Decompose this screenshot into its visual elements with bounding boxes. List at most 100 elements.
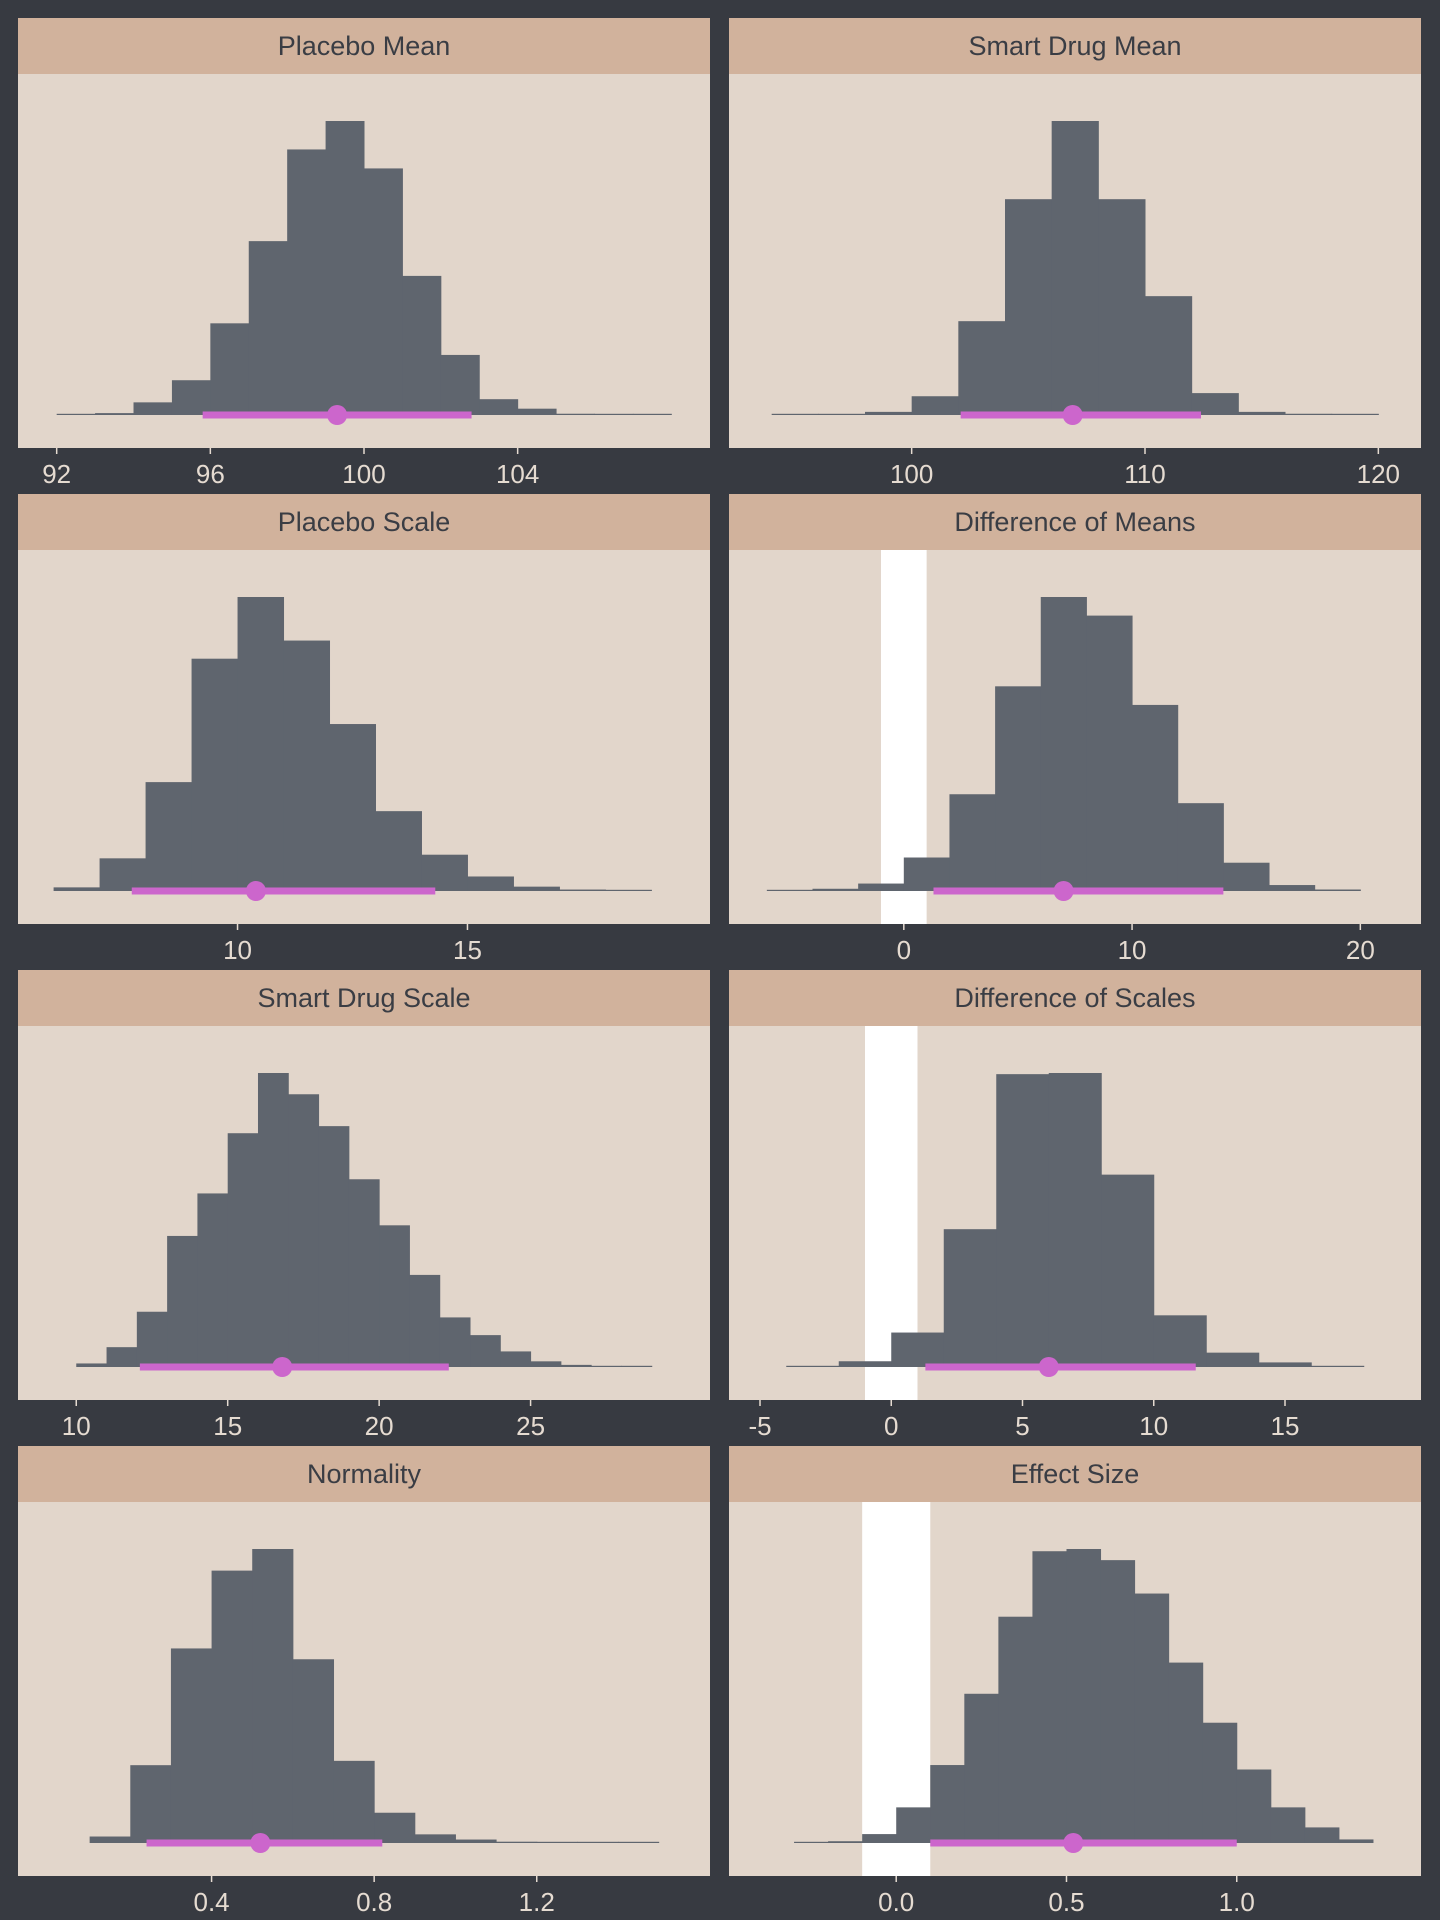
histogram-bar bbox=[414, 1834, 456, 1843]
histogram-bar bbox=[865, 411, 913, 415]
facet-panel: Normality 0.4 0.8 1.2 bbox=[18, 1446, 710, 1917]
histogram-bar bbox=[257, 1073, 289, 1367]
histogram-bar bbox=[858, 883, 905, 891]
x-tick-label: 120 bbox=[1357, 459, 1400, 489]
histogram-bar bbox=[812, 888, 859, 891]
histogram-bar bbox=[210, 323, 250, 415]
point-estimate bbox=[1063, 1833, 1084, 1853]
histogram-bar bbox=[421, 854, 468, 891]
histogram-bar bbox=[1153, 1315, 1207, 1367]
x-tick-label: 100 bbox=[890, 459, 933, 489]
histogram-bar bbox=[133, 402, 173, 415]
histogram-bar bbox=[632, 413, 672, 415]
histogram-bar bbox=[479, 399, 519, 415]
histogram-bar bbox=[943, 1229, 997, 1367]
histogram-bar bbox=[594, 413, 634, 415]
histogram-bar bbox=[375, 811, 422, 891]
x-tick-label: 10 bbox=[62, 1411, 91, 1441]
histogram-bar bbox=[828, 1841, 863, 1843]
histogram-bar bbox=[227, 1133, 259, 1367]
histogram-bar bbox=[1314, 889, 1361, 891]
histogram-bar bbox=[318, 1126, 350, 1367]
histogram-bar bbox=[949, 794, 996, 891]
facet-title: Placebo Mean bbox=[278, 31, 451, 61]
histogram-bar bbox=[252, 1549, 294, 1843]
histogram-bar bbox=[500, 1351, 532, 1367]
x-tick-label: 1.2 bbox=[519, 1887, 555, 1917]
histogram-bar bbox=[998, 1616, 1033, 1843]
point-estimate bbox=[250, 1833, 271, 1853]
x-tick-label: 1.0 bbox=[1219, 1887, 1255, 1917]
histogram-bar bbox=[402, 275, 442, 415]
histogram-bar bbox=[145, 782, 193, 891]
histogram-bar bbox=[513, 886, 560, 891]
histogram-bar bbox=[536, 1841, 578, 1843]
histogram-bar bbox=[56, 413, 96, 415]
histogram-bar bbox=[794, 1841, 829, 1843]
histogram-bar bbox=[766, 889, 813, 891]
histogram-bar bbox=[995, 686, 1042, 891]
histogram-bar bbox=[530, 1361, 562, 1367]
histogram-bar bbox=[891, 1332, 945, 1367]
histogram-bar bbox=[1270, 1807, 1306, 1843]
facet-strip bbox=[18, 970, 710, 1026]
histogram-bar bbox=[191, 658, 239, 891]
facet-strip bbox=[729, 18, 1421, 74]
x-tick-label: 0 bbox=[884, 1411, 898, 1441]
histogram-bar bbox=[896, 1807, 931, 1843]
histogram-bar bbox=[211, 1570, 253, 1843]
facet-title: Smart Drug Mean bbox=[968, 31, 1181, 61]
histogram-bar bbox=[136, 1311, 168, 1367]
histogram-bar bbox=[292, 1659, 335, 1843]
histogram-bar bbox=[374, 1812, 416, 1843]
histogram-bar bbox=[1040, 597, 1087, 891]
histogram-bar bbox=[197, 1193, 229, 1367]
x-tick-label: 15 bbox=[453, 935, 482, 965]
facet-strip bbox=[18, 18, 710, 74]
facet-panel: Placebo Mean 92 96 100 104 bbox=[18, 18, 710, 489]
x-tick-label: 0.5 bbox=[1048, 1887, 1084, 1917]
histogram-bar bbox=[1032, 1551, 1067, 1843]
histogram-bar bbox=[1202, 1722, 1238, 1843]
histogram-bar bbox=[248, 241, 288, 415]
histogram-bar bbox=[329, 724, 376, 891]
point-estimate bbox=[1053, 881, 1074, 901]
histogram-bar bbox=[470, 1335, 501, 1367]
facet-strip bbox=[18, 1446, 710, 1502]
histogram-bar bbox=[333, 1760, 375, 1843]
histogram-bar bbox=[559, 889, 606, 891]
histogram-bar bbox=[379, 1225, 410, 1367]
facet-strip bbox=[729, 1446, 1421, 1502]
x-tick-label: 10 bbox=[1118, 935, 1147, 965]
facet-panel: Smart Drug Mean 100 110 120 bbox=[729, 18, 1421, 489]
facet-title: Effect Size bbox=[1011, 1459, 1140, 1489]
facet-title: Placebo Scale bbox=[278, 507, 451, 537]
histogram-bar bbox=[591, 1365, 622, 1367]
histogram-bar bbox=[76, 1363, 108, 1367]
histogram-bar bbox=[1101, 1174, 1155, 1367]
histogram-bar bbox=[1100, 1560, 1136, 1843]
histogram-bar bbox=[771, 413, 819, 415]
facet-strip bbox=[729, 494, 1421, 550]
histogram-bar bbox=[621, 1365, 653, 1367]
histogram-bar bbox=[95, 413, 135, 415]
facet-panel: Smart Drug Scale 10 15 20 25 bbox=[18, 970, 710, 1441]
point-estimate bbox=[1062, 405, 1083, 425]
histogram-bar bbox=[930, 1765, 965, 1843]
histogram-bar bbox=[560, 1364, 592, 1367]
histogram-bar bbox=[1177, 803, 1224, 891]
x-tick-label: 15 bbox=[1271, 1411, 1300, 1441]
histogram-bar bbox=[283, 640, 331, 891]
facet-title: Difference of Scales bbox=[954, 983, 1195, 1013]
histogram-bar bbox=[1132, 704, 1179, 891]
histogram-bar bbox=[496, 1841, 538, 1843]
histogram-bar bbox=[556, 413, 595, 415]
histogram-bar bbox=[171, 380, 211, 415]
histogram-bar bbox=[467, 876, 514, 891]
histogram-bar bbox=[838, 1361, 892, 1367]
histogram-bar bbox=[130, 1765, 172, 1843]
histogram-bar bbox=[1223, 862, 1270, 891]
histogram-bar bbox=[958, 321, 1006, 415]
histogram-bar bbox=[439, 1317, 471, 1367]
